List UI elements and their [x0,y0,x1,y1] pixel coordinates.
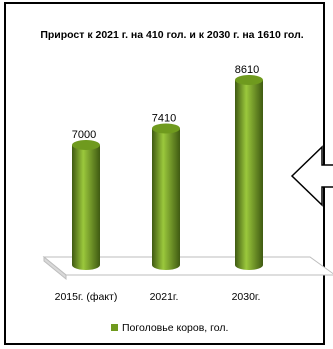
category-label-2: 2030г. [232,291,261,303]
bar-top-2 [235,75,263,85]
bar-top-1 [152,123,180,134]
bar-top-0 [72,140,100,150]
chart-title: Прирост к 2021 г. на 410 гол. и к 2030 г… [40,29,303,41]
value-label-2: 8610 [235,64,259,76]
left-arrow-icon [290,145,333,207]
category-labels-group: 2015г. (факт) 2021г. 2030г. [55,291,261,303]
bars-group [72,75,263,270]
bar-0 [72,145,100,270]
category-label-1: 2021г. [150,291,179,303]
legend-label: Поголовье коров, гол. [122,322,228,334]
bar-2 [235,80,263,270]
chart-floor-front [43,255,67,281]
value-label-0: 7000 [72,129,96,141]
value-labels-group: 7000 7410 8610 [72,64,259,141]
legend-swatch [111,324,118,331]
bar-1 [152,128,180,270]
category-label-0: 2015г. (факт) [55,291,118,303]
value-label-1: 7410 [152,112,176,124]
